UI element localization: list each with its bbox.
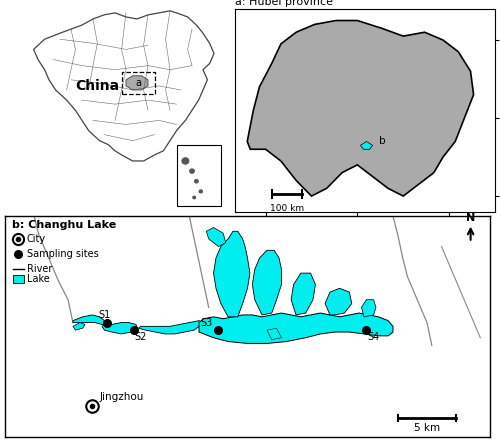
Polygon shape <box>73 315 138 334</box>
Text: S4: S4 <box>368 332 380 342</box>
Polygon shape <box>206 228 226 247</box>
Bar <box>176 145 220 206</box>
Polygon shape <box>267 328 281 340</box>
Text: 5 km: 5 km <box>414 423 440 434</box>
Text: a: a <box>135 78 141 88</box>
Text: a: Hubei province: a: Hubei province <box>235 0 333 7</box>
Polygon shape <box>247 21 474 196</box>
Text: Lake: Lake <box>27 274 50 284</box>
Polygon shape <box>199 313 393 344</box>
Polygon shape <box>360 142 372 149</box>
Text: S2: S2 <box>134 332 147 342</box>
Text: Sampling sites: Sampling sites <box>27 249 99 259</box>
Text: N: N <box>466 213 475 223</box>
Circle shape <box>194 179 198 183</box>
Text: b: b <box>379 136 386 146</box>
Polygon shape <box>291 273 316 315</box>
Bar <box>13 275 24 283</box>
Circle shape <box>182 158 188 164</box>
Polygon shape <box>325 288 352 315</box>
Text: b: Changhu Lake: b: Changhu Lake <box>12 220 117 230</box>
Polygon shape <box>126 76 148 90</box>
Text: 100 km: 100 km <box>270 204 304 213</box>
Text: Jingzhou: Jingzhou <box>100 392 144 402</box>
Circle shape <box>190 169 194 173</box>
Circle shape <box>193 196 196 199</box>
Text: S1: S1 <box>98 310 110 320</box>
Polygon shape <box>34 11 214 161</box>
Bar <box>122 72 154 94</box>
Polygon shape <box>73 322 85 330</box>
Text: S3: S3 <box>200 318 212 328</box>
Polygon shape <box>362 300 376 317</box>
Text: River: River <box>27 264 52 274</box>
Polygon shape <box>252 250 282 315</box>
Text: City: City <box>27 234 46 244</box>
Polygon shape <box>214 231 250 317</box>
Polygon shape <box>138 321 204 334</box>
Circle shape <box>200 190 202 193</box>
Text: China: China <box>76 79 120 93</box>
